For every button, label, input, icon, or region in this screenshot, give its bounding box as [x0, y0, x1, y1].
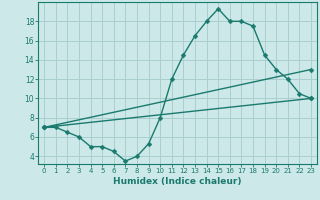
- X-axis label: Humidex (Indice chaleur): Humidex (Indice chaleur): [113, 177, 242, 186]
